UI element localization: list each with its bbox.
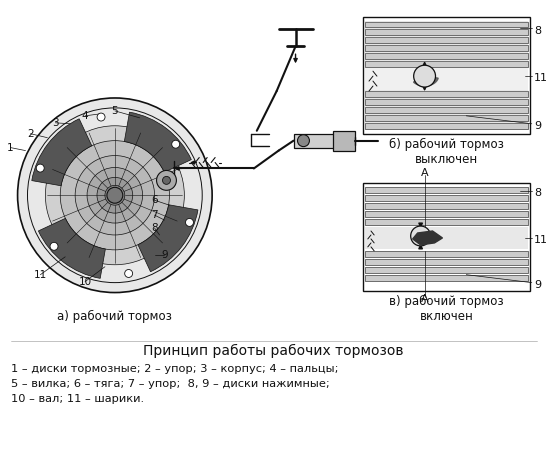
Circle shape	[18, 98, 212, 292]
Bar	[365, 30, 528, 36]
Circle shape	[172, 140, 180, 148]
Bar	[333, 131, 355, 151]
Circle shape	[36, 164, 44, 172]
Text: б) рабочий тормоз
выключен: б) рабочий тормоз выключен	[389, 138, 504, 166]
Text: 11: 11	[534, 73, 548, 83]
Circle shape	[60, 140, 169, 250]
Text: A: A	[421, 169, 428, 178]
Bar	[365, 267, 528, 273]
Circle shape	[97, 177, 133, 213]
Bar	[365, 99, 528, 105]
Bar	[365, 259, 528, 265]
Bar	[365, 107, 528, 113]
Text: а) рабочий тормоз: а) рабочий тормоз	[57, 310, 172, 322]
Polygon shape	[414, 76, 438, 86]
Bar	[365, 22, 528, 28]
Text: 9: 9	[161, 250, 168, 260]
Text: 8: 8	[534, 188, 541, 198]
Circle shape	[157, 170, 177, 190]
Circle shape	[185, 219, 194, 226]
Bar	[365, 53, 528, 59]
Text: 4: 4	[82, 111, 89, 121]
Text: 3: 3	[52, 118, 59, 128]
Text: 8: 8	[534, 25, 541, 36]
Text: в) рабочий тормоз
включен: в) рабочий тормоз включен	[389, 295, 504, 322]
Bar	[294, 134, 338, 148]
Circle shape	[45, 126, 184, 265]
Text: 2: 2	[27, 129, 34, 139]
Circle shape	[87, 167, 142, 223]
Bar	[365, 195, 528, 201]
Bar	[365, 187, 528, 193]
Text: 9: 9	[534, 121, 541, 131]
Text: 8: 8	[151, 223, 158, 233]
Text: 1: 1	[7, 143, 14, 152]
Circle shape	[97, 113, 105, 121]
Text: 5 – вилка; 6 – тяга; 7 – упор;  8, 9 – диски нажимные;: 5 – вилка; 6 – тяга; 7 – упор; 8, 9 – ди…	[10, 379, 329, 389]
Circle shape	[414, 65, 436, 87]
Bar	[365, 91, 528, 97]
Text: 7: 7	[151, 210, 158, 220]
Bar	[363, 17, 530, 134]
Text: 1 – диски тормозные; 2 – упор; 3 – корпус; 4 – пальцы;: 1 – диски тормозные; 2 – упор; 3 – корпу…	[10, 364, 338, 374]
Bar	[365, 68, 528, 90]
Bar	[365, 211, 528, 217]
Bar	[365, 115, 528, 121]
Text: 9: 9	[534, 280, 541, 290]
Text: 6: 6	[151, 195, 158, 205]
Circle shape	[107, 187, 123, 203]
Wedge shape	[138, 205, 198, 272]
Circle shape	[411, 226, 431, 246]
Bar	[365, 123, 528, 129]
Wedge shape	[39, 219, 106, 279]
Bar	[365, 203, 528, 209]
Circle shape	[75, 156, 155, 235]
Text: 11: 11	[34, 270, 47, 280]
Text: Принцип работы рабочих тормозов: Принцип работы рабочих тормозов	[144, 344, 404, 358]
Bar	[365, 227, 528, 249]
Text: 10: 10	[79, 277, 92, 286]
Text: 11: 11	[534, 235, 548, 245]
Circle shape	[105, 185, 125, 205]
Bar	[365, 275, 528, 280]
Wedge shape	[124, 112, 191, 172]
Bar	[365, 37, 528, 43]
Bar	[365, 61, 528, 67]
Text: 10 – вал; 11 – шарики.: 10 – вал; 11 – шарики.	[10, 394, 144, 404]
Bar	[363, 183, 530, 291]
Text: 5: 5	[112, 106, 118, 116]
Bar	[365, 45, 528, 51]
Circle shape	[50, 243, 58, 250]
Text: A: A	[421, 293, 428, 304]
Circle shape	[298, 135, 310, 146]
Circle shape	[162, 176, 170, 184]
Polygon shape	[412, 231, 442, 245]
Wedge shape	[32, 119, 92, 186]
Circle shape	[125, 269, 133, 278]
Bar	[365, 251, 528, 257]
Bar	[365, 219, 528, 225]
